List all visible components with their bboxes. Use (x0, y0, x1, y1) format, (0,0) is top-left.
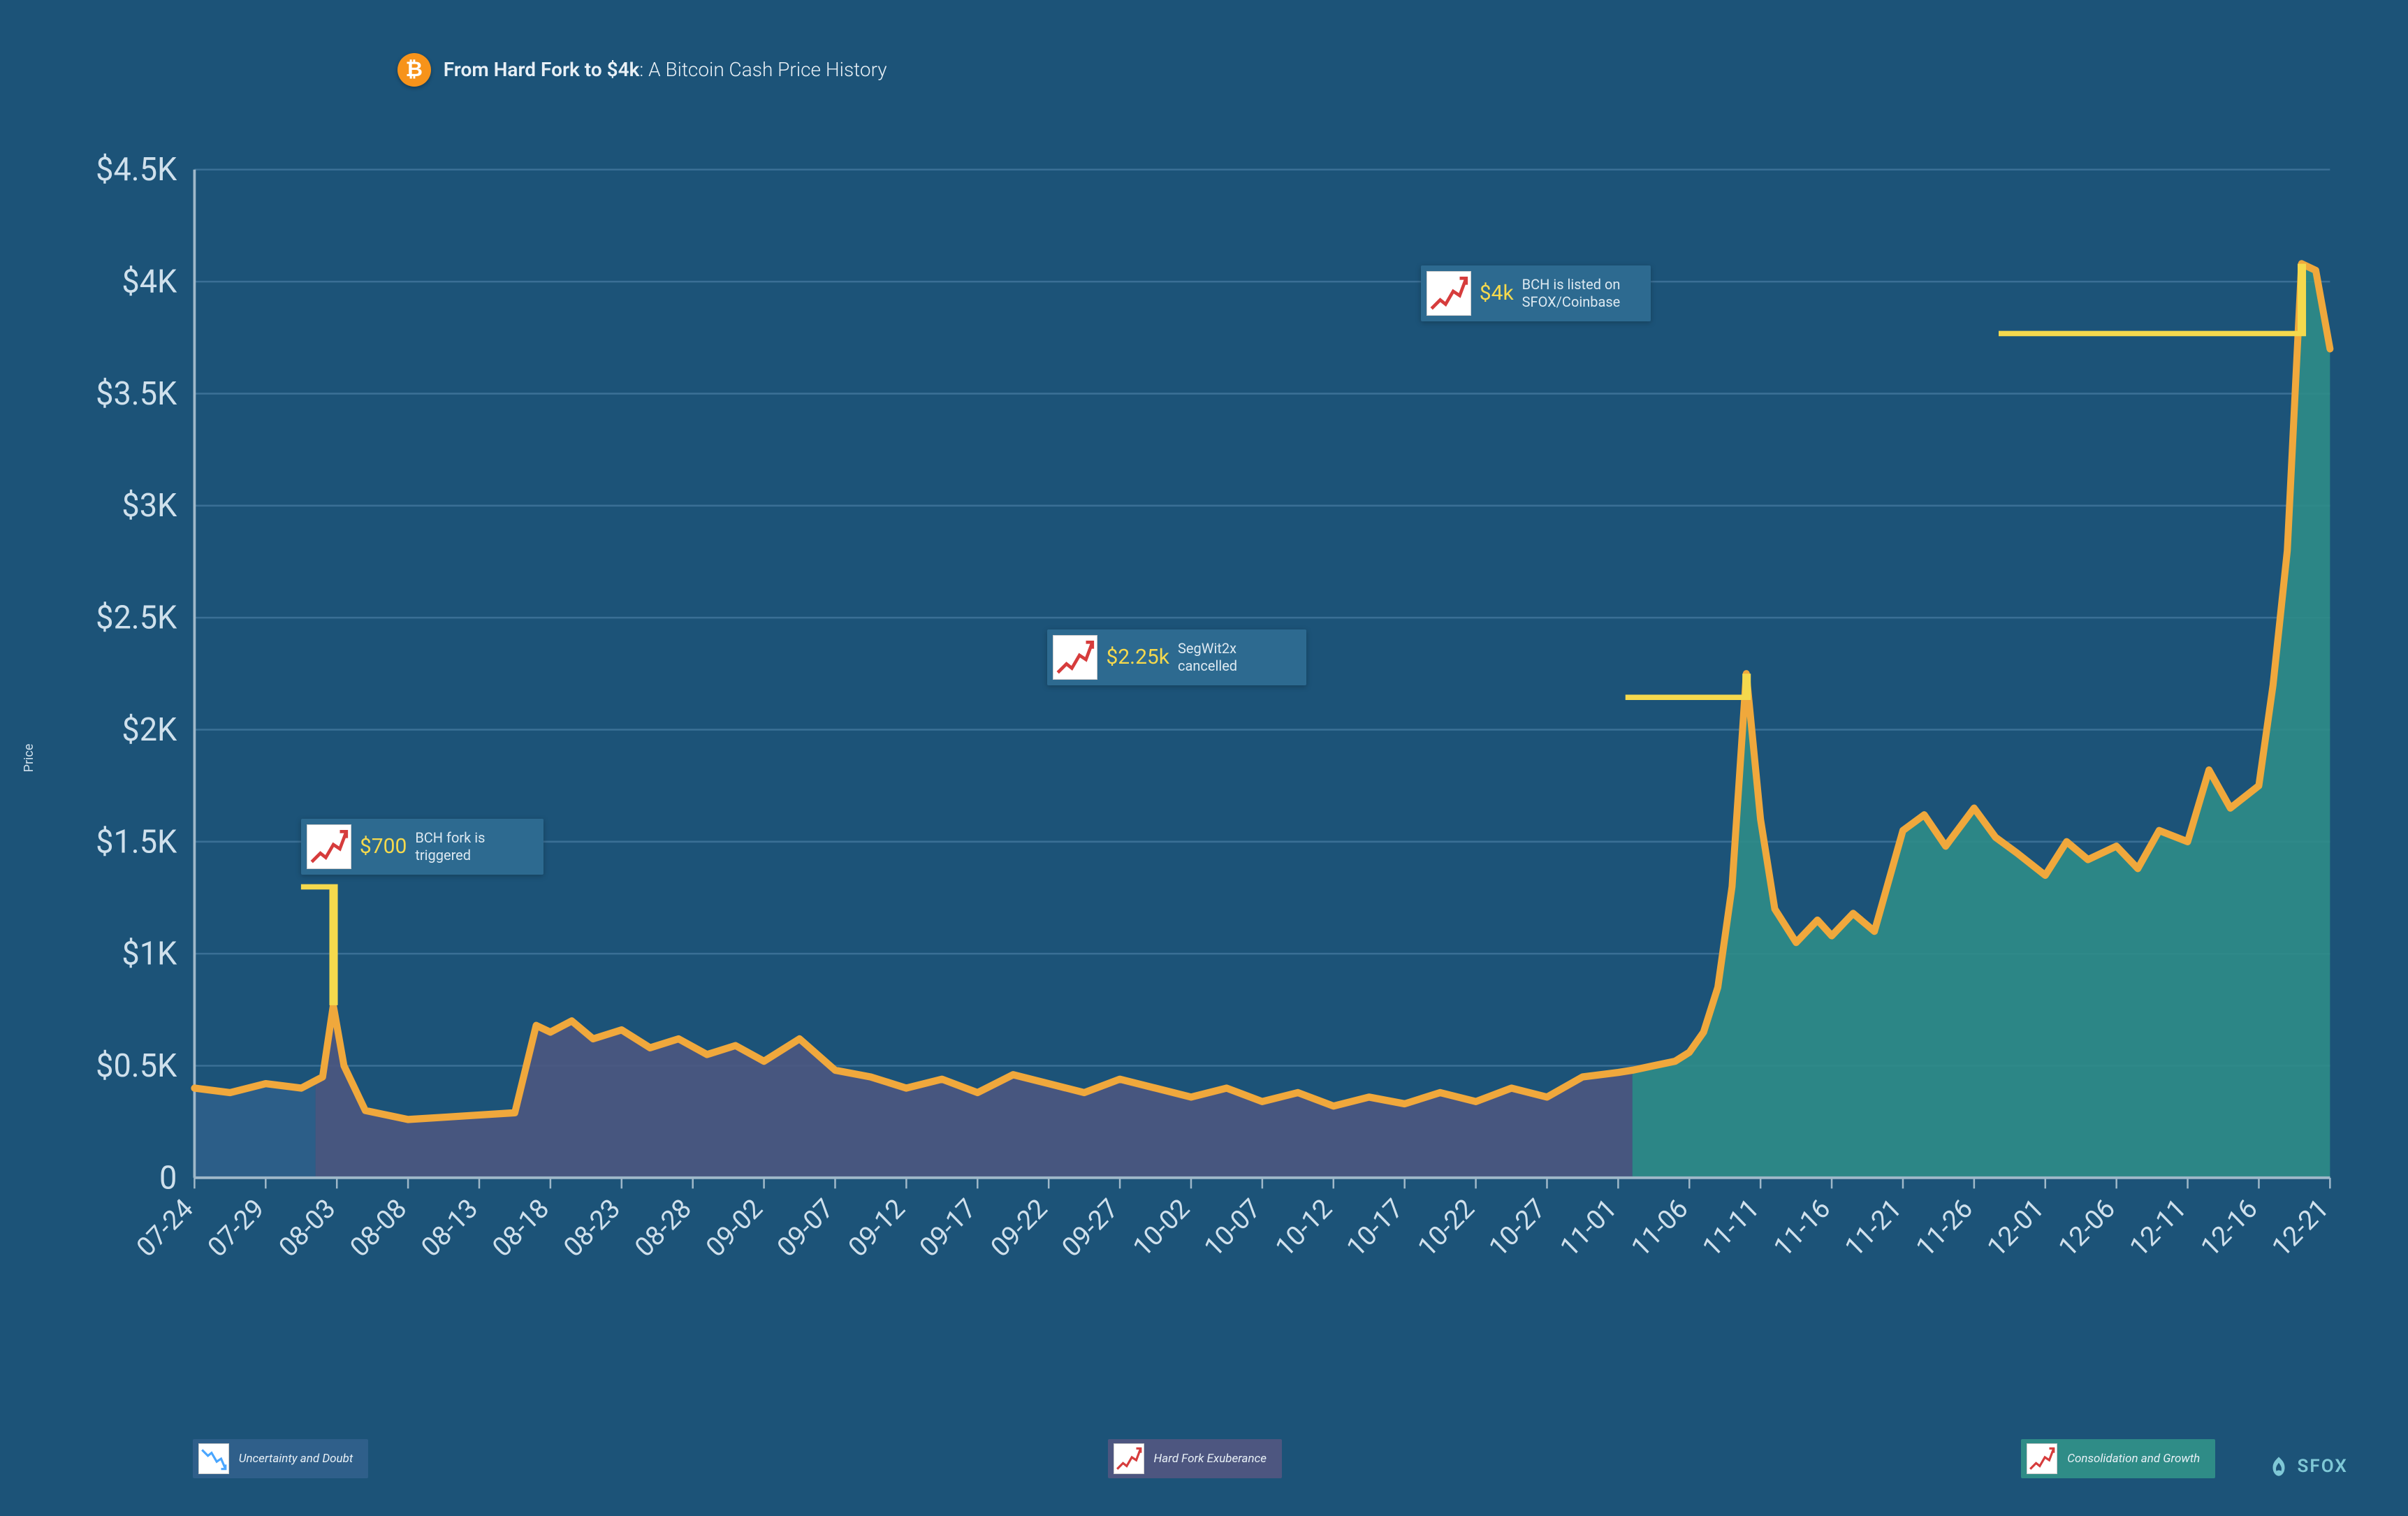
svg-text:$2K: $2K (122, 711, 177, 749)
callout-desc: BCH is listed on SFOX/Coinbase (1522, 276, 1641, 311)
callout-listed: $4k BCH is listed on SFOX/Coinbase (1421, 265, 1651, 321)
callout-price: $4k (1480, 281, 1514, 305)
svg-text:10-12: 10-12 (1270, 1193, 1338, 1264)
svg-text:$4.5K: $4.5K (96, 152, 178, 189)
svg-text:11-11: 11-11 (1698, 1193, 1766, 1264)
svg-text:$2.5K: $2.5K (96, 599, 178, 637)
svg-text:$3K: $3K (122, 488, 177, 525)
svg-text:09-07: 09-07 (772, 1193, 840, 1264)
callout-fork: $700 BCH fork is triggered (301, 819, 543, 875)
legend-growth: Consolidation and Growth (2021, 1439, 2215, 1478)
trend-up-icon (307, 824, 351, 869)
trend-down-icon (198, 1443, 229, 1474)
legend: Uncertainty and Doubt Hard Fork Exuberan… (193, 1439, 2216, 1478)
bitcoin-icon: ₿ (397, 53, 431, 87)
svg-text:$1.5K: $1.5K (96, 824, 178, 861)
svg-text:11-01: 11-01 (1555, 1193, 1623, 1264)
chart-title: From Hard Fork to $4k: A Bitcoin Cash Pr… (444, 58, 887, 81)
svg-text:11-16: 11-16 (1769, 1193, 1837, 1264)
legend-label: Hard Fork Exuberance (1154, 1452, 1267, 1466)
svg-text:08-08: 08-08 (345, 1193, 414, 1264)
trend-up-icon (1053, 635, 1097, 680)
chart-title-row: ₿ From Hard Fork to $4k: A Bitcoin Cash … (397, 53, 887, 87)
svg-text:11-26: 11-26 (1911, 1193, 1979, 1264)
page-root: ₿ From Hard Fork to $4k: A Bitcoin Cash … (0, 0, 2408, 1516)
chart-area: 0 $0.5K $1K $1.5K $2K $2.5K $3K $3.5K $4K $4.5K 07… (72, 152, 2347, 1304)
svg-text:$3.5K: $3.5K (96, 375, 178, 413)
trend-up-icon (2027, 1443, 2057, 1474)
svg-text:07-24: 07-24 (131, 1193, 200, 1264)
svg-text:10-02: 10-02 (1128, 1193, 1197, 1264)
svg-text:12-06: 12-06 (2053, 1193, 2122, 1264)
svg-text:08-03: 08-03 (274, 1193, 342, 1264)
svg-text:08-13: 08-13 (416, 1193, 485, 1264)
brand-label: SFOX (2298, 1456, 2348, 1477)
callout-price: $2.25k (1106, 645, 1169, 669)
svg-text:08-23: 08-23 (558, 1193, 627, 1264)
trend-up-icon (1114, 1443, 1144, 1474)
trend-up-icon (1426, 271, 1471, 316)
svg-text:11-21: 11-21 (1840, 1193, 1909, 1264)
svg-text:$1K: $1K (122, 935, 177, 973)
svg-text:$4K: $4K (122, 263, 177, 301)
svg-text:12-21: 12-21 (2267, 1193, 2335, 1264)
svg-text:09-17: 09-17 (914, 1193, 983, 1264)
svg-text:09-27: 09-27 (1057, 1193, 1125, 1264)
legend-label: Uncertainty and Doubt (239, 1452, 353, 1466)
svg-text:12-16: 12-16 (2196, 1193, 2264, 1264)
svg-text:10-27: 10-27 (1484, 1193, 1552, 1264)
legend-label: Consolidation and Growth (2067, 1452, 2200, 1466)
brand-logo: SFOX (2267, 1455, 2348, 1478)
chart-title-bold: From Hard Fork to $4k (444, 58, 640, 81)
callout-desc: SegWit2x cancelled (1178, 640, 1297, 675)
svg-text:10-07: 10-07 (1199, 1193, 1268, 1264)
callout-desc: BCH fork is triggered (415, 829, 534, 864)
chart-title-rest: : A Bitcoin Cash Price History (639, 58, 886, 81)
svg-text:0: 0 (159, 1160, 177, 1197)
y-axis-label: Price (22, 744, 36, 773)
svg-text:08-18: 08-18 (488, 1193, 556, 1264)
callout-price: $700 (360, 834, 407, 859)
svg-text:09-02: 09-02 (701, 1193, 769, 1264)
chart-svg: 0 $0.5K $1K $1.5K $2K $2.5K $3K $3.5K $4K $4.5K 07… (72, 152, 2347, 1304)
svg-text:10-22: 10-22 (1413, 1193, 1481, 1264)
svg-text:07-29: 07-29 (203, 1193, 271, 1264)
sfox-icon (2267, 1455, 2291, 1478)
svg-text:11-06: 11-06 (1626, 1193, 1695, 1264)
legend-exuberance: Hard Fork Exuberance (1108, 1439, 1282, 1478)
svg-text:12-01: 12-01 (1982, 1193, 2050, 1264)
svg-text:09-22: 09-22 (986, 1193, 1054, 1264)
svg-text:08-28: 08-28 (629, 1193, 698, 1264)
svg-text:09-12: 09-12 (843, 1193, 912, 1264)
legend-uncertainty: Uncertainty and Doubt (193, 1439, 369, 1478)
svg-text:$0.5K: $0.5K (96, 1047, 178, 1085)
svg-text:10-17: 10-17 (1341, 1193, 1410, 1264)
callout-segwit: $2.25k SegWit2x cancelled (1047, 629, 1306, 685)
svg-text:12-11: 12-11 (2124, 1193, 2193, 1264)
